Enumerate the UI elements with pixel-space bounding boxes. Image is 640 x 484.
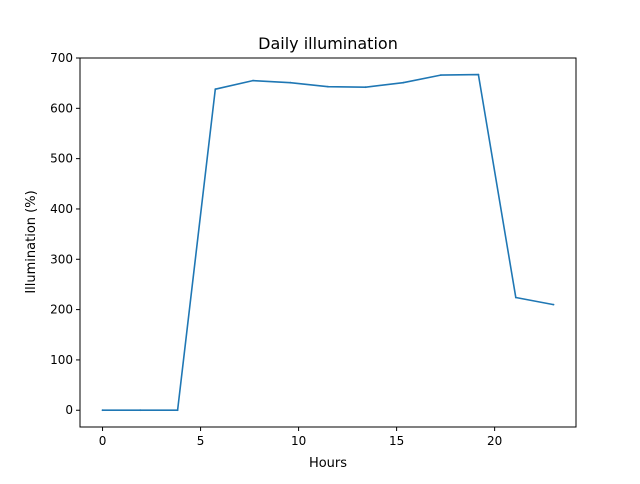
y-tick-label: 300: [50, 252, 73, 266]
y-tick-label: 700: [50, 51, 73, 65]
y-axis-label: Illumination (%): [24, 190, 39, 293]
data-point: [402, 81, 404, 84]
y-tick-label: 200: [50, 303, 73, 317]
data-point: [327, 85, 329, 88]
x-axis-label: Hours: [309, 456, 347, 471]
series-layer: [101, 73, 555, 412]
data-point: [514, 296, 517, 299]
plot-frame: [79, 57, 577, 428]
y-tick-label: 400: [50, 202, 73, 216]
y-tick-label: 500: [50, 152, 73, 166]
data-point: [252, 79, 254, 82]
data-point: [439, 74, 442, 76]
x-tick-label: 15: [389, 434, 404, 448]
plot-area: [80, 58, 576, 427]
data-point: [552, 303, 555, 306]
data-point: [101, 409, 104, 412]
x-tick-label: 5: [197, 434, 205, 448]
chart-title: Daily illumination: [258, 34, 398, 53]
data-point: [477, 73, 480, 76]
data-point: [176, 409, 179, 412]
x-tick-label: 0: [99, 434, 107, 448]
x-tick-label: 10: [291, 434, 306, 448]
data-point: [214, 88, 217, 91]
y-tick-label: 600: [50, 101, 73, 115]
y-tick-label: 0: [65, 403, 73, 417]
data-point: [289, 81, 292, 84]
data-point: [139, 409, 142, 412]
data-point: [364, 86, 367, 89]
y-tick-label: 100: [50, 353, 73, 367]
x-tick-label: 20: [487, 434, 502, 448]
